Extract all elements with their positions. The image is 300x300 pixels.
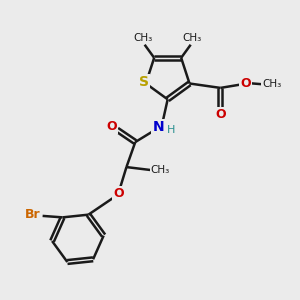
Text: O: O bbox=[240, 77, 251, 90]
Text: CH₃: CH₃ bbox=[182, 33, 201, 43]
Text: H: H bbox=[167, 125, 175, 135]
Text: O: O bbox=[106, 120, 117, 133]
Text: O: O bbox=[215, 108, 226, 121]
Text: CH₃: CH₃ bbox=[134, 33, 153, 43]
Text: CH₃: CH₃ bbox=[262, 80, 282, 89]
Text: N: N bbox=[152, 120, 164, 134]
Text: S: S bbox=[140, 75, 149, 89]
Text: Br: Br bbox=[26, 208, 41, 221]
Text: CH₃: CH₃ bbox=[150, 165, 170, 175]
Text: O: O bbox=[113, 187, 124, 200]
